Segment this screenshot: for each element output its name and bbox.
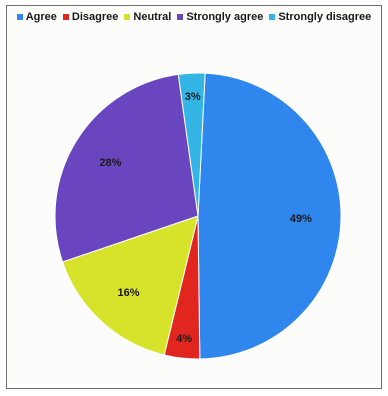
pie-label-disagree: 4%: [176, 333, 192, 345]
legend-label: Strongly agree: [186, 11, 264, 23]
legend-label: Disagree: [71, 11, 119, 23]
pie-label-strongly-disagree: 3%: [185, 91, 201, 103]
legend-label: Strongly disagree: [278, 11, 372, 23]
pie-slice-strongly-disagree: [177, 72, 206, 217]
pie-label-agree: 49%: [290, 213, 312, 225]
pie-label-strongly-agree: 28%: [99, 157, 121, 169]
legend-item-strongly-disagree: Strongly disagree: [269, 11, 371, 23]
pie-label-neutral: 16%: [117, 287, 139, 299]
legend-label: Agree: [25, 11, 57, 23]
legend-swatch: [16, 14, 23, 20]
legend-swatch: [62, 14, 69, 20]
legend-swatch: [269, 14, 276, 20]
legend: Agree Disagree Neutral Strongly agree St…: [0, 11, 388, 23]
legend-item-disagree: Disagree: [62, 11, 119, 23]
pie-slice-strongly-agree: [54, 73, 199, 263]
legend-label: Neutral: [133, 11, 172, 23]
legend-item-strongly-agree: Strongly agree: [177, 11, 263, 23]
legend-item-neutral: Neutral: [124, 11, 171, 23]
legend-swatch: [177, 14, 184, 20]
legend-swatch: [124, 14, 131, 20]
legend-item-agree: Agree: [16, 11, 57, 23]
pie-slice-agree: [197, 72, 342, 360]
